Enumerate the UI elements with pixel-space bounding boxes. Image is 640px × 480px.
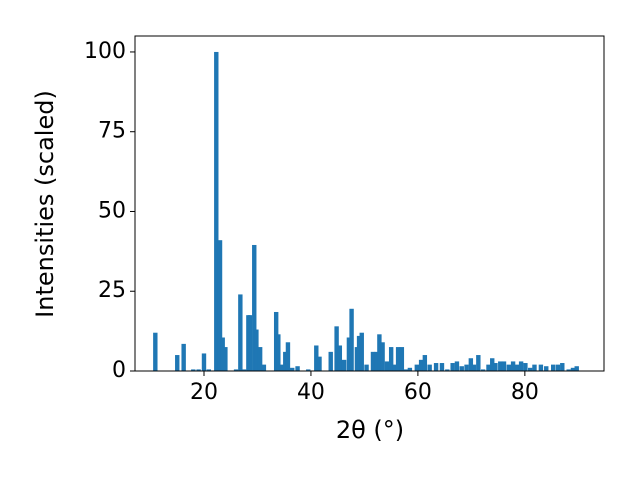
bar — [570, 367, 576, 371]
bar — [247, 315, 253, 371]
bar — [550, 364, 556, 371]
x-tick-label: 20 — [190, 380, 218, 405]
bar — [514, 364, 520, 371]
bar — [214, 51, 219, 371]
bar — [374, 351, 379, 371]
bar — [261, 364, 267, 371]
bar — [283, 351, 288, 371]
bar — [377, 334, 382, 371]
y-tick-label: 75 — [98, 119, 126, 144]
bar — [523, 363, 528, 371]
bar — [175, 355, 180, 371]
bar — [395, 347, 401, 371]
bar — [238, 294, 243, 371]
bar — [317, 356, 322, 371]
bar — [254, 329, 259, 371]
bar — [544, 366, 549, 371]
y-tick-label: 50 — [98, 198, 126, 223]
bar — [290, 367, 295, 371]
y-tick-label: 0 — [112, 358, 126, 383]
plot-frame — [134, 35, 605, 372]
x-tick-label: 60 — [404, 380, 432, 405]
bar — [560, 363, 565, 371]
bar — [439, 363, 445, 371]
bar — [459, 366, 464, 371]
bar — [392, 364, 397, 371]
bar — [538, 364, 544, 371]
bar — [380, 342, 385, 371]
bar — [279, 364, 284, 371]
bar — [295, 366, 300, 371]
bar — [181, 343, 186, 371]
y-axis-label: Intensities (scaled) — [31, 90, 59, 318]
bar — [528, 367, 533, 371]
x-tick-label: 40 — [297, 380, 325, 405]
bar — [501, 361, 507, 371]
bar — [445, 369, 450, 371]
bar — [328, 351, 333, 371]
bar — [346, 337, 352, 371]
bar — [566, 369, 571, 371]
bar — [532, 364, 537, 371]
bar — [454, 361, 460, 371]
bar — [153, 332, 158, 371]
bar — [276, 334, 281, 371]
bar — [518, 361, 524, 371]
bar — [334, 326, 339, 371]
bar — [414, 364, 420, 371]
bar — [201, 353, 207, 371]
bar — [356, 335, 362, 371]
bar — [450, 363, 455, 371]
bar — [476, 355, 481, 371]
bar — [506, 364, 512, 371]
bar — [510, 361, 516, 371]
bar — [252, 244, 257, 371]
bar — [490, 358, 495, 371]
bar — [471, 364, 477, 371]
bar — [285, 342, 291, 371]
bar — [196, 369, 201, 371]
bar — [337, 345, 343, 371]
bar — [191, 369, 196, 371]
bar — [427, 364, 432, 371]
x-tick-label: 80 — [511, 380, 539, 405]
bar — [220, 337, 225, 371]
bar — [223, 347, 228, 371]
bar — [403, 369, 409, 371]
bar — [407, 367, 413, 371]
y-tick-label: 100 — [84, 39, 126, 64]
bar — [422, 355, 428, 371]
bar — [241, 369, 247, 371]
bar — [418, 359, 424, 371]
bar — [486, 364, 491, 371]
bar — [498, 361, 503, 371]
bar — [384, 361, 390, 371]
bar — [206, 369, 211, 371]
bar — [388, 347, 394, 371]
x-axis-label: 2θ (°) — [336, 416, 404, 444]
bar — [364, 364, 369, 371]
bar — [574, 366, 579, 371]
bar — [464, 364, 469, 371]
bar — [349, 308, 354, 371]
bar — [306, 369, 311, 371]
bar — [341, 359, 347, 371]
bar — [433, 363, 439, 371]
bar — [399, 347, 405, 371]
y-tick-label: 25 — [98, 278, 126, 303]
bar — [257, 347, 263, 371]
bar — [468, 358, 474, 371]
bar — [217, 240, 223, 371]
bar — [359, 332, 364, 371]
bar — [233, 369, 239, 371]
bar — [493, 363, 498, 371]
bar — [370, 351, 376, 371]
bar — [314, 345, 319, 371]
bar — [555, 364, 561, 371]
bar — [480, 369, 486, 371]
